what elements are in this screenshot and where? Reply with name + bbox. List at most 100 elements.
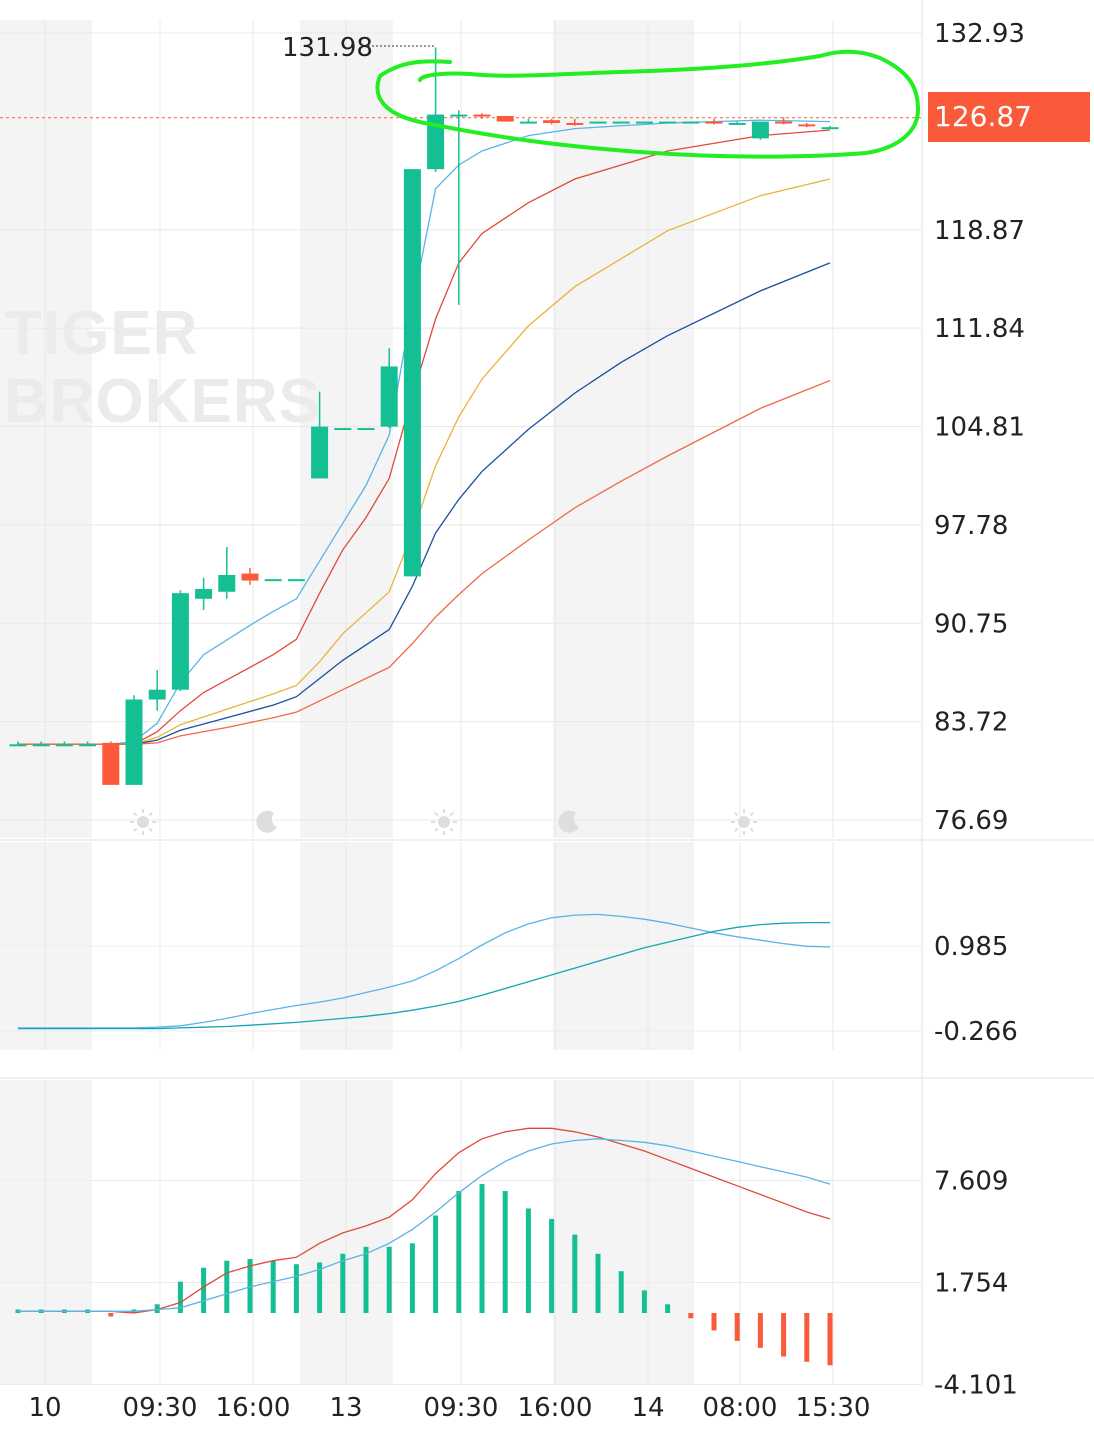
macd-bar xyxy=(363,1246,369,1313)
candle xyxy=(148,689,166,700)
macd-bar xyxy=(688,1313,694,1319)
candle xyxy=(519,121,537,124)
candle xyxy=(195,588,213,599)
y-tick-label: 76.69 xyxy=(934,806,1008,836)
y-tick-label: 83.72 xyxy=(934,708,1008,738)
macd-bar xyxy=(711,1313,717,1331)
y-tick-label: 111.84 xyxy=(934,314,1025,344)
x-tick-label: 09:30 xyxy=(424,1393,499,1423)
candle xyxy=(334,428,352,431)
candle xyxy=(682,121,700,124)
session-band xyxy=(0,20,92,838)
macd-bar xyxy=(757,1313,763,1348)
x-tick-label: 10 xyxy=(28,1393,61,1423)
macd-bar xyxy=(827,1313,833,1366)
candle xyxy=(9,744,27,747)
candle xyxy=(125,699,143,785)
y-tick-label: 104.81 xyxy=(934,413,1025,443)
ma-line-5 xyxy=(18,379,831,745)
candle xyxy=(171,593,189,690)
macd-bar xyxy=(386,1246,392,1313)
candle xyxy=(798,124,816,127)
current-price-tag: 126.87 xyxy=(928,92,1090,142)
macd-bar xyxy=(502,1191,508,1313)
y-tick-label: 7.609 xyxy=(934,1166,1008,1196)
macd-bar xyxy=(224,1260,230,1313)
session-band xyxy=(553,1080,694,1384)
macd-bar xyxy=(804,1313,810,1362)
moon-icon xyxy=(558,810,579,833)
candle xyxy=(55,744,73,747)
x-tick-label: 14 xyxy=(631,1393,664,1423)
ma-line-1 xyxy=(18,119,831,745)
candle xyxy=(751,121,769,139)
y-tick-label: 118.87 xyxy=(934,216,1025,246)
macd-bar xyxy=(270,1260,276,1313)
session-band xyxy=(553,20,694,838)
ma-line-2 xyxy=(18,129,831,745)
y-tick-label: 90.75 xyxy=(934,609,1008,639)
macd-bar xyxy=(340,1253,346,1313)
macd-bar xyxy=(201,1267,207,1313)
watermark: TIGER BROKERS xyxy=(4,300,321,436)
candle xyxy=(218,574,236,592)
sun-icon xyxy=(130,809,156,835)
candle xyxy=(32,744,50,747)
y-tick-label: 1.754 xyxy=(934,1268,1008,1298)
macd-bar xyxy=(177,1281,183,1313)
macd-bar xyxy=(317,1262,323,1313)
x-tick-label: 09:30 xyxy=(123,1393,198,1423)
macd-bar xyxy=(456,1191,462,1313)
watermark-line2: BROKERS xyxy=(4,367,322,436)
macd-bar xyxy=(595,1253,601,1313)
candle xyxy=(659,121,677,124)
candle xyxy=(473,114,491,117)
y-tick-label: -4.101 xyxy=(934,1370,1018,1400)
candle xyxy=(102,742,120,785)
ma-line-4 xyxy=(18,262,831,745)
macd-bar xyxy=(479,1184,485,1313)
x-tick-label: 08:00 xyxy=(703,1393,778,1423)
sun-icon xyxy=(431,809,457,835)
candle xyxy=(450,114,468,117)
macd-bar xyxy=(293,1264,299,1313)
candle xyxy=(589,121,607,124)
y-tick-label: 132.93 xyxy=(934,19,1025,49)
macd-bar xyxy=(618,1271,624,1313)
candle xyxy=(79,744,97,747)
candle xyxy=(566,122,584,125)
y-tick-label: 0.985 xyxy=(934,932,1008,962)
candle xyxy=(287,579,305,582)
moon-icon xyxy=(256,810,277,833)
macd-bar xyxy=(665,1304,671,1313)
macd-bar xyxy=(433,1215,439,1313)
macd-bar xyxy=(154,1304,160,1313)
indicator-line-1 xyxy=(18,913,831,1029)
session-band xyxy=(0,1080,92,1384)
macd-bar xyxy=(108,1313,114,1317)
candle xyxy=(427,114,445,170)
max-price-label: 131.98 xyxy=(282,33,373,63)
candle xyxy=(496,115,514,122)
watermark-line1: TIGER xyxy=(4,299,199,368)
y-tick-label: -0.266 xyxy=(934,1017,1018,1047)
candle xyxy=(612,121,630,124)
macd-bar xyxy=(247,1258,253,1313)
candle xyxy=(728,122,746,125)
macd-bar xyxy=(572,1234,578,1313)
candle xyxy=(403,169,421,577)
macd-bar xyxy=(409,1243,415,1313)
candle xyxy=(775,121,793,124)
x-tick-label: 13 xyxy=(329,1393,362,1423)
macd-bar xyxy=(525,1208,531,1313)
x-tick-label: 16:00 xyxy=(518,1393,593,1423)
dea-line xyxy=(18,1127,831,1314)
candle xyxy=(311,426,329,479)
macd-bar xyxy=(549,1218,555,1313)
hand-drawn-highlight-circle xyxy=(375,49,921,159)
sun-icon xyxy=(731,809,757,835)
candle xyxy=(357,428,375,431)
candle xyxy=(380,366,398,427)
macd-bar xyxy=(734,1313,740,1341)
